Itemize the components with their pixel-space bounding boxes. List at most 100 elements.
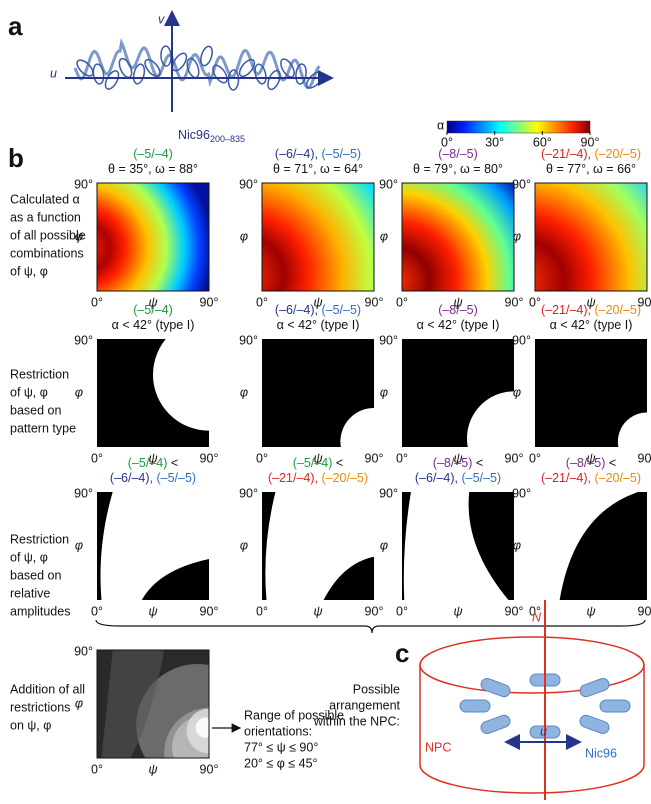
caption: Possible: [353, 682, 400, 696]
alpha-map: [262, 183, 374, 291]
column-header: (–5/–4): [133, 303, 173, 317]
header-segment: θ = 77°, ω = 66°: [546, 162, 636, 176]
caption: arrangement: [329, 698, 400, 712]
x-min-label: 0°: [529, 295, 541, 309]
column-header: (–6/–4), (–5/–5): [415, 471, 501, 485]
y-max-label: 90°: [74, 333, 93, 347]
alpha-map: [97, 183, 209, 291]
header-segment: α < 42° (type I): [550, 318, 633, 332]
x-min-label: 0°: [91, 295, 103, 309]
y-max-label: 90°: [512, 177, 531, 191]
header-segment: (–5/–5): [153, 471, 196, 485]
row-label: Calculated α: [10, 192, 80, 206]
helix: [117, 57, 134, 79]
ring-label: NPC: [425, 740, 451, 754]
x-axis-label: ψ: [313, 604, 322, 618]
header-segment: (–6/–4),: [415, 471, 458, 485]
column-header: (–8/–5) <: [433, 456, 483, 470]
x-max-label: 90°: [365, 451, 384, 465]
y-max-label: 90°: [379, 486, 398, 500]
header-segment: (–21/–4),: [541, 471, 591, 485]
column-header: (–8/–5): [438, 303, 478, 317]
x-max-label: 90°: [638, 604, 651, 618]
row-label: of ψ, φ: [10, 264, 48, 278]
header-segment: (–5/–5): [318, 303, 361, 317]
column-header: (–8/–5) <: [566, 456, 616, 470]
figure: avuNic96200–835α0°30°60°90°bCalculated α…: [0, 0, 651, 804]
x-max-label: 90°: [200, 451, 219, 465]
header-segment: (–5/–5): [318, 147, 361, 161]
x-max-label: 90°: [365, 295, 384, 309]
column-header: θ = 79°, ω = 80°: [413, 162, 503, 176]
column-header: (–21/–4), (–20/–5): [268, 471, 368, 485]
helix: [265, 69, 282, 91]
npc-cylinder: [420, 637, 644, 793]
x-min-label: 0°: [396, 451, 408, 465]
header-segment: (–6/–4),: [275, 303, 318, 317]
panel-label: a: [8, 11, 23, 41]
row-label: amplitudes: [10, 604, 70, 618]
nic96-subunit: [578, 677, 610, 699]
x-min-label: 0°: [91, 762, 103, 776]
header-segment: (–5/–4): [133, 147, 173, 161]
header-segment: (–8/–5): [438, 303, 478, 317]
colorbar-symbol: α: [437, 118, 444, 132]
y-max-label: 90°: [74, 644, 93, 658]
header-segment: (–6/–4),: [110, 471, 153, 485]
header-segment: <: [167, 456, 178, 470]
column-header: α < 42° (type I): [417, 318, 500, 332]
row-label: based on: [10, 403, 61, 417]
y-max-label: 90°: [512, 333, 531, 347]
nic96-subunit: [479, 714, 511, 736]
range-note: 20° ≤ φ ≤ 45°: [244, 756, 318, 770]
y-max-label: 90°: [74, 177, 93, 191]
x-min-label: 0°: [529, 451, 541, 465]
column-header: (–8/–5): [438, 147, 478, 161]
axis-label: v: [158, 12, 165, 26]
x-axis-label: ψ: [586, 604, 595, 618]
caption: within the NPC:: [313, 714, 400, 728]
range-note: 77° ≤ ψ ≤ 90°: [244, 740, 318, 754]
x-min-label: 0°: [396, 295, 408, 309]
y-axis-label: φ: [75, 696, 83, 710]
row-label: Restriction: [10, 367, 69, 381]
nic96-subunit: [578, 714, 610, 736]
row-label: relative: [10, 586, 50, 600]
axis-label: u: [50, 66, 57, 80]
header-segment: (–5/–4): [128, 456, 168, 470]
header-segment: α < 42° (type I): [277, 318, 360, 332]
row-label: based on: [10, 568, 61, 582]
header-segment: (–21/–4),: [268, 471, 318, 485]
protein-label: Nic96: [585, 746, 617, 760]
x-max-label: 90°: [505, 451, 524, 465]
row-label: of ψ, φ: [10, 385, 48, 399]
y-axis-label: φ: [380, 385, 388, 399]
row-label: on ψ, φ: [10, 718, 51, 732]
header-segment: (–20/–5): [591, 303, 641, 317]
header-segment: θ = 35°, ω = 88°: [108, 162, 198, 176]
row-label: Restriction: [10, 532, 69, 546]
header-segment: θ = 71°, ω = 64°: [273, 162, 363, 176]
row-label: pattern type: [10, 421, 76, 435]
row-label: as a function: [10, 210, 81, 224]
x-max-label: 90°: [200, 604, 219, 618]
header-segment: (–5/–5): [458, 471, 501, 485]
nic96-subunit: [479, 677, 511, 699]
header-segment: <: [332, 456, 343, 470]
protein-structure: [74, 43, 325, 91]
x-min-label: 0°: [91, 451, 103, 465]
y-max-label: 90°: [512, 486, 531, 500]
header-segment: (–8/–5): [433, 456, 473, 470]
column-header: (–6/–4), (–5/–5): [275, 147, 361, 161]
helix: [199, 45, 215, 67]
header-segment: (–8/–5): [438, 147, 478, 161]
panel-label: b: [8, 143, 24, 173]
x-max-label: 90°: [200, 295, 219, 309]
y-axis-label: φ: [513, 385, 521, 399]
header-segment: (–20/–5): [318, 471, 368, 485]
column-header: (–6/–4), (–5/–5): [275, 303, 361, 317]
nic96-subunit: [460, 700, 490, 712]
header-segment: <: [472, 456, 483, 470]
header-segment: α < 42° (type I): [112, 318, 195, 332]
column-header: θ = 77°, ω = 66°: [546, 162, 636, 176]
